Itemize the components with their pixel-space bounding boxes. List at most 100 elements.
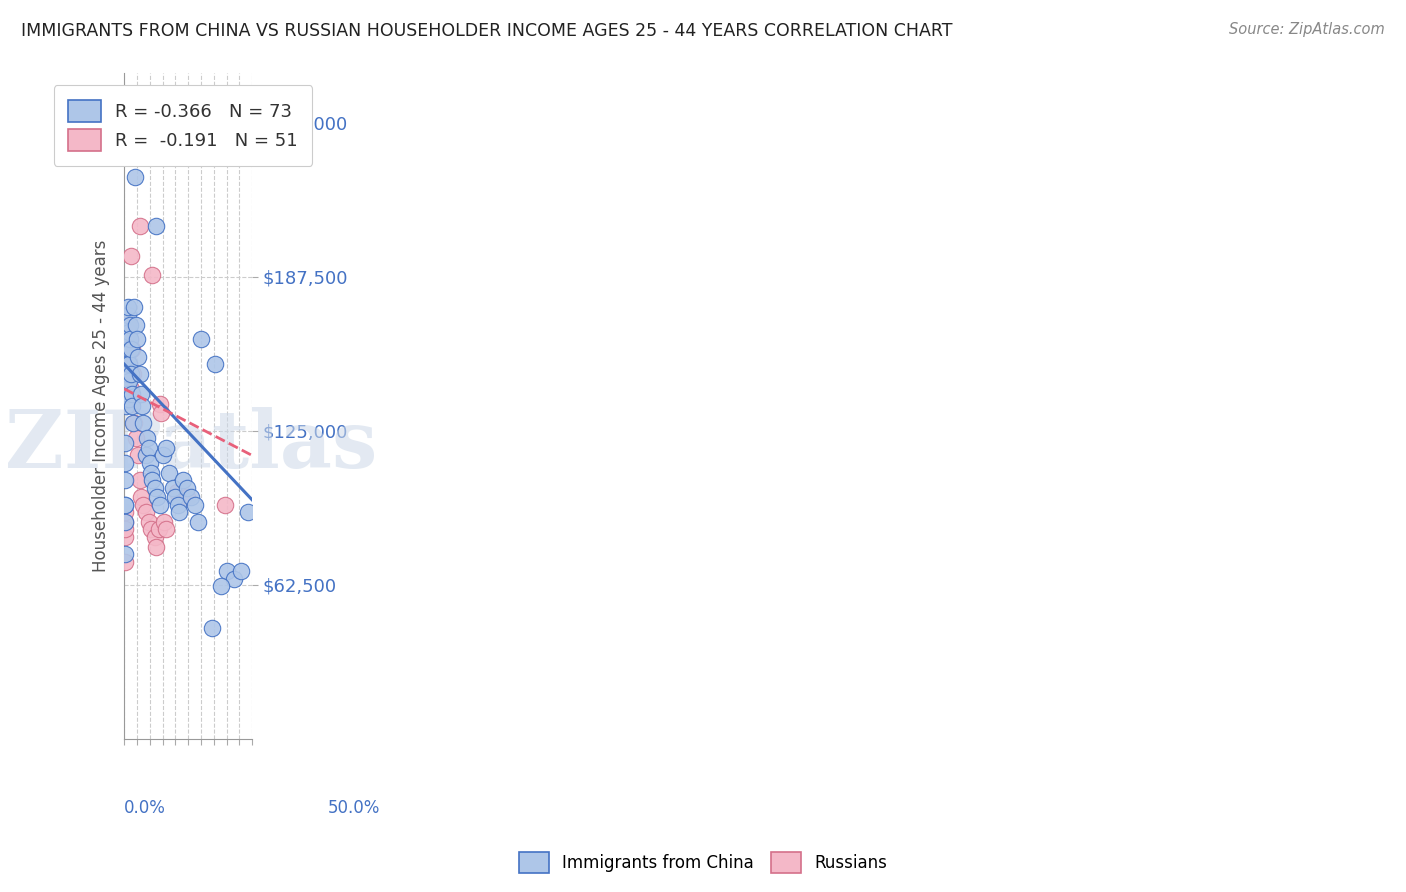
- Point: [215, 565, 238, 579]
- Point: [141, 473, 163, 487]
- Point: [118, 325, 141, 339]
- Point: [117, 301, 139, 315]
- Point: [138, 441, 160, 455]
- Point: [115, 350, 138, 364]
- Point: [122, 417, 145, 431]
- Point: [136, 431, 159, 445]
- Point: [139, 523, 162, 537]
- Point: [114, 515, 136, 529]
- Point: [120, 396, 142, 410]
- Point: [121, 367, 143, 381]
- Point: [115, 357, 138, 371]
- Point: [138, 515, 160, 529]
- Point: [115, 333, 138, 347]
- Point: [114, 498, 136, 512]
- Text: Source: ZipAtlas.com: Source: ZipAtlas.com: [1229, 22, 1385, 37]
- Point: [114, 343, 136, 357]
- Point: [132, 417, 155, 431]
- Point: [115, 375, 138, 389]
- Point: [143, 530, 166, 544]
- Point: [118, 375, 141, 389]
- Point: [139, 466, 162, 480]
- Point: [117, 367, 139, 381]
- Point: [150, 407, 173, 421]
- Point: [124, 301, 146, 315]
- Point: [115, 350, 138, 364]
- Point: [129, 491, 152, 505]
- Point: [117, 392, 139, 406]
- Point: [118, 333, 141, 347]
- Point: [183, 498, 205, 512]
- Point: [114, 505, 136, 519]
- Point: [201, 621, 224, 635]
- Point: [172, 473, 194, 487]
- Point: [124, 169, 146, 184]
- Point: [148, 523, 170, 537]
- Point: [120, 382, 142, 396]
- Point: [127, 350, 149, 364]
- Point: [115, 382, 138, 396]
- Point: [115, 318, 138, 332]
- Point: [115, 343, 138, 357]
- Point: [118, 392, 141, 406]
- Point: [141, 268, 163, 283]
- Point: [125, 431, 148, 445]
- Point: [127, 449, 149, 463]
- Point: [120, 333, 142, 347]
- Point: [117, 375, 139, 389]
- Point: [114, 498, 136, 512]
- Point: [121, 343, 143, 357]
- Point: [224, 572, 246, 586]
- Point: [229, 565, 252, 579]
- Point: [145, 540, 167, 554]
- Point: [115, 333, 138, 347]
- Point: [157, 466, 180, 480]
- Point: [121, 399, 143, 413]
- Point: [153, 515, 176, 529]
- Point: [114, 473, 136, 487]
- Point: [115, 357, 138, 371]
- Text: ZIPatlas: ZIPatlas: [4, 407, 377, 485]
- Point: [117, 333, 139, 347]
- Point: [128, 473, 150, 487]
- Point: [145, 219, 167, 233]
- Point: [120, 367, 142, 381]
- Point: [114, 523, 136, 537]
- Point: [117, 367, 139, 381]
- Point: [129, 386, 152, 401]
- Point: [180, 491, 202, 505]
- Point: [214, 498, 236, 512]
- Point: [120, 249, 142, 263]
- Point: [120, 367, 142, 381]
- Point: [117, 318, 139, 332]
- Point: [122, 392, 145, 406]
- Point: [125, 318, 148, 332]
- Point: [117, 325, 139, 339]
- Point: [118, 375, 141, 389]
- Point: [166, 485, 188, 500]
- Point: [131, 399, 153, 413]
- Point: [114, 515, 136, 529]
- Point: [114, 399, 136, 413]
- Point: [165, 491, 187, 505]
- Point: [167, 505, 190, 519]
- Point: [155, 523, 177, 537]
- Point: [117, 386, 139, 401]
- Point: [117, 367, 139, 381]
- Point: [190, 333, 212, 347]
- Point: [162, 481, 184, 495]
- Point: [117, 308, 139, 322]
- Point: [132, 498, 155, 512]
- Point: [167, 498, 190, 512]
- Point: [114, 436, 136, 450]
- Point: [117, 382, 139, 396]
- Point: [176, 481, 198, 495]
- Point: [121, 386, 143, 401]
- Point: [124, 417, 146, 431]
- Point: [118, 318, 141, 332]
- Point: [115, 367, 138, 381]
- Point: [143, 481, 166, 495]
- Point: [155, 441, 177, 455]
- Point: [152, 449, 174, 463]
- Text: 0.0%: 0.0%: [124, 799, 166, 817]
